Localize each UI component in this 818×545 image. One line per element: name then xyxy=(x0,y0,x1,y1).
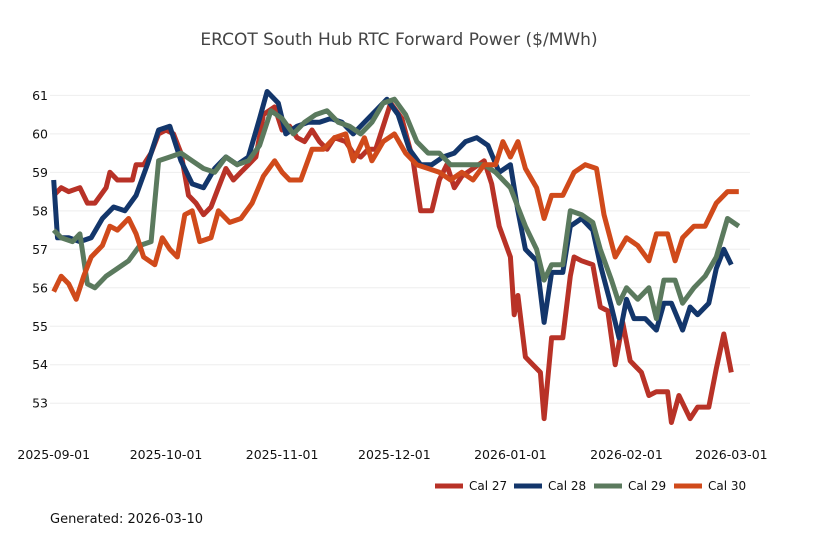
y-tick-label: 57 xyxy=(32,242,48,257)
legend-label: Cal 27 xyxy=(469,479,507,493)
x-tick-label: 2025-11-01 xyxy=(246,447,319,462)
series-lines xyxy=(51,89,741,425)
x-tick-label: 2026-01-01 xyxy=(474,447,547,462)
x-tick-label: 2026-03-01 xyxy=(695,447,768,462)
legend-label: Cal 28 xyxy=(548,479,586,493)
y-tick-label: 54 xyxy=(32,357,48,372)
legend-label: Cal 30 xyxy=(708,479,746,493)
y-tick-label: 61 xyxy=(32,88,48,103)
series-line xyxy=(51,131,739,302)
y-tick-label: 60 xyxy=(32,126,48,141)
legend-label: Cal 29 xyxy=(628,479,666,493)
legend: Cal 27 Cal 28 Cal 29 Cal 30 xyxy=(435,479,746,493)
generated-note: Generated: 2026-03-10 xyxy=(50,512,204,527)
y-tick-label: 53 xyxy=(32,396,48,411)
y-tick-label: 59 xyxy=(32,165,48,180)
x-tick-label: 2025-09-01 xyxy=(17,447,90,462)
x-tick-label: 2026-02-01 xyxy=(590,447,663,462)
y-tick-label: 58 xyxy=(32,203,48,218)
series-line xyxy=(51,96,741,322)
x-tick-label: 2025-12-01 xyxy=(358,447,431,462)
grid-lines xyxy=(50,94,750,404)
y-tick-label: 55 xyxy=(32,319,48,334)
series-line xyxy=(51,100,734,425)
x-tick-label: 2025-10-01 xyxy=(130,447,203,462)
axis-ticks: 53 54 55 56 57 58 59 60 61 2025-09-01 2025-10-01 20… xyxy=(17,88,767,462)
series-line xyxy=(51,89,734,341)
y-tick-label: 56 xyxy=(32,280,48,295)
chart-title: ERCOT South Hub RTC Forward Power ($/MWh… xyxy=(200,30,597,50)
